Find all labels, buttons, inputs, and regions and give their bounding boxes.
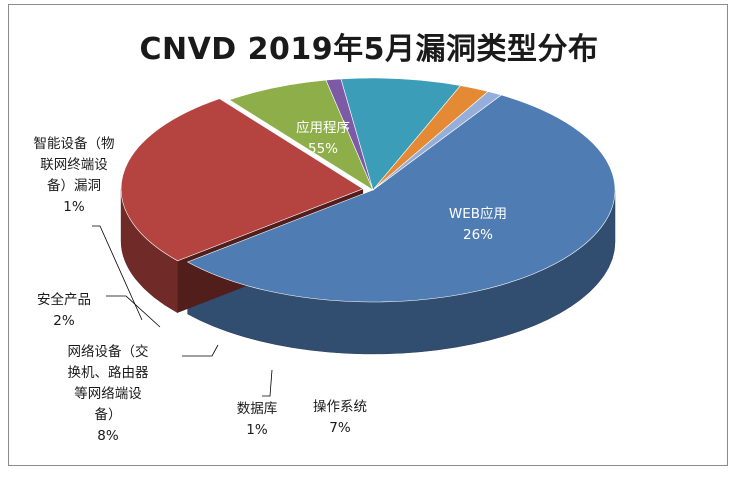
- pie-slice-5: [340, 77, 462, 191]
- slice-label-security: 安全产品 2%: [37, 291, 91, 329]
- leader-db: [262, 369, 273, 397]
- pie-slice-2: [120, 98, 364, 262]
- leader-iot: [92, 225, 143, 321]
- slice-label-db: 数据库 1%: [237, 401, 278, 438]
- chart-title: CNVD 2019年5月漏洞类型分布: [139, 32, 599, 67]
- leader-security: [106, 295, 161, 328]
- slice-label-web: WEB应用 26%: [449, 205, 507, 243]
- slice-label-app: 应用程序 55%: [296, 119, 350, 157]
- pie-slice-3: [228, 79, 374, 191]
- slice-label-iot: 智能设备（物联网终端设备）漏洞 1%: [34, 135, 115, 215]
- pie-slice-1: [186, 94, 616, 303]
- pie-slice-7: [372, 91, 502, 191]
- slice-label-os: 操作系统 7%: [313, 399, 367, 436]
- slice-label-network: 网络设备（交换机、路由器等网络端设备） 8%: [68, 343, 149, 444]
- leader-network: [182, 344, 219, 357]
- pie-top-faces: [120, 77, 616, 303]
- pie-labels: 应用程序 55% WEB应用 26% 操作系统 7% 数据库 1% 网络设备（交换机、路由器等网…: [34, 119, 508, 444]
